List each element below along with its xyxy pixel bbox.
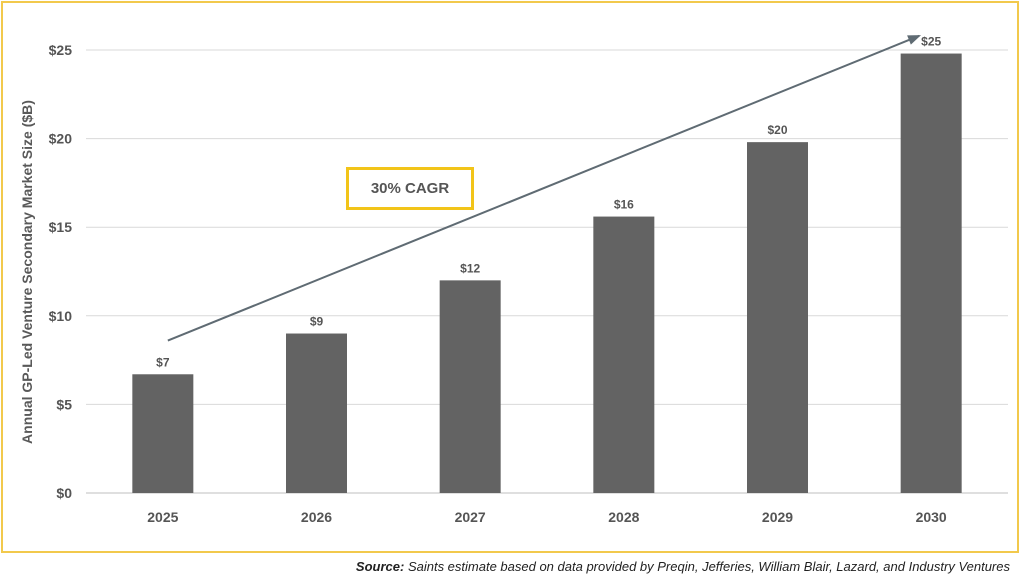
y-tick-label: $10 <box>49 308 73 324</box>
y-tick-label: $25 <box>49 42 73 58</box>
y-tick-label: $0 <box>56 485 72 501</box>
trend-arrowhead <box>907 35 922 45</box>
bar-2029 <box>747 142 808 494</box>
bar-chart: $0$5$10$15$20$25 $7$9$12$16$20$25 2025 20… <box>19 34 1008 525</box>
trend-line <box>167 34 920 342</box>
x-tick-label-2027: 2027 <box>455 509 486 525</box>
data-label-2027: $12 <box>460 261 480 275</box>
y-tick-label: $5 <box>56 396 72 412</box>
cagr-annotation-text: 30% CAGR <box>370 180 450 197</box>
source-text: Saints estimate based on data provided b… <box>407 559 1010 574</box>
chart-frame <box>1 1 1019 553</box>
x-tick-labels: 2025 2026 2027 2028 2029 2030 <box>147 509 947 525</box>
data-label-2030: $25 <box>921 35 941 49</box>
y-tick-label: $15 <box>49 219 73 235</box>
y-tick-label: $20 <box>49 131 73 147</box>
source-label: Source: <box>355 559 405 574</box>
x-tick-label-2026: 2026 <box>301 509 332 525</box>
y-axis-label: Annual GP-Led Venture Secondary Market S… <box>19 100 35 444</box>
data-label-2029: $20 <box>767 123 787 137</box>
bar-2028 <box>593 216 655 493</box>
data-label-2026: $9 <box>310 315 324 329</box>
bar-2026 <box>286 333 347 493</box>
bars <box>132 53 962 494</box>
x-tick-label-2025: 2025 <box>147 509 178 525</box>
source-note: Source: Saints estimate based on data pr… <box>356 559 1010 574</box>
data-label-2025: $7 <box>156 355 170 369</box>
x-tick-label-2030: 2030 <box>916 509 947 525</box>
bar-2025 <box>132 374 194 493</box>
bar-2027 <box>439 280 501 493</box>
trend-arrow <box>167 34 922 342</box>
y-tick-labels: $0 $5 $10 $15 $20 $25 <box>49 42 73 501</box>
bar-2030 <box>900 53 962 493</box>
x-tick-label-2028: 2028 <box>608 509 639 525</box>
gridlines <box>86 49 1008 494</box>
cagr-annotation: 30% CAGR <box>346 167 474 210</box>
data-labels: $7 $9 $12 $16 $20 $25 <box>156 35 941 370</box>
x-tick-label-2029: 2029 <box>762 509 793 525</box>
data-label-2028: $16 <box>614 198 634 212</box>
